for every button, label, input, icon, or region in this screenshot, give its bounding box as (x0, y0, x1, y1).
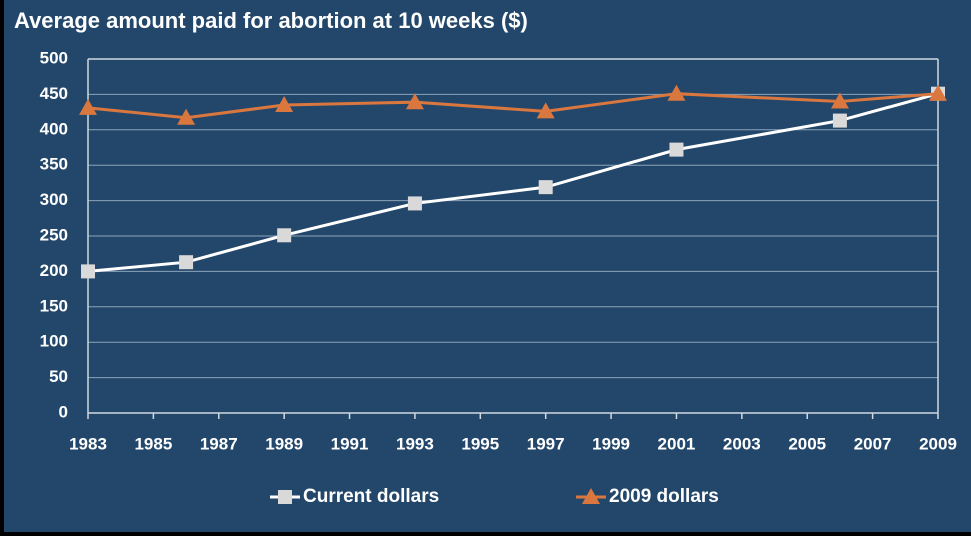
legend-marker (278, 490, 292, 504)
x-tick-label: 2009 (919, 434, 957, 453)
data-point (830, 92, 849, 109)
data-point (79, 98, 97, 115)
x-tick-label: 2001 (658, 434, 696, 453)
y-tick-label: 100 (40, 332, 68, 351)
legend-label: Current dollars (303, 486, 439, 507)
x-tick-label: 1993 (396, 434, 434, 453)
x-tick-label: 1995 (461, 434, 499, 453)
x-tick-label: 2003 (723, 434, 761, 453)
chart-title: Average amount paid for abortion at 10 w… (14, 8, 528, 33)
legend-label: 2009 dollars (609, 486, 719, 507)
y-tick-label: 200 (40, 261, 68, 280)
series-line (87, 92, 939, 120)
x-tick-label: 1983 (69, 434, 107, 453)
x-tick-label: 1999 (592, 434, 630, 453)
x-tick-label: 1985 (134, 434, 172, 453)
data-point (275, 96, 294, 113)
x-tick-label: 1989 (265, 434, 303, 453)
x-tick-label: 1991 (331, 434, 369, 453)
data-point (929, 84, 947, 101)
data-point (538, 180, 553, 195)
background (4, 0, 971, 532)
data-point (179, 255, 194, 270)
legend-marker (582, 488, 600, 504)
series-line (87, 92, 939, 273)
data-point (177, 108, 196, 125)
data-point (536, 102, 555, 119)
data-point (832, 113, 847, 128)
y-tick-label: 0 (59, 402, 68, 421)
y-tick-label: 350 (40, 155, 68, 174)
y-tick-label: 300 (40, 190, 68, 209)
y-tick-label: 150 (40, 296, 68, 315)
data-point (407, 196, 422, 211)
data-point (81, 264, 95, 279)
data-point (277, 228, 292, 243)
y-tick-label: 450 (40, 84, 68, 103)
y-tick-label: 50 (49, 367, 68, 386)
y-tick-label: 400 (40, 119, 68, 138)
y-tick-label: 500 (40, 48, 68, 67)
x-tick-label: 1987 (200, 434, 238, 453)
x-tick-label: 1997 (527, 434, 565, 453)
y-tick-label: 250 (40, 225, 68, 244)
data-point (669, 142, 684, 157)
data-point (405, 93, 424, 110)
x-tick-label: 2007 (854, 434, 892, 453)
data-point (667, 84, 686, 101)
x-tick-label: 2005 (788, 434, 826, 453)
